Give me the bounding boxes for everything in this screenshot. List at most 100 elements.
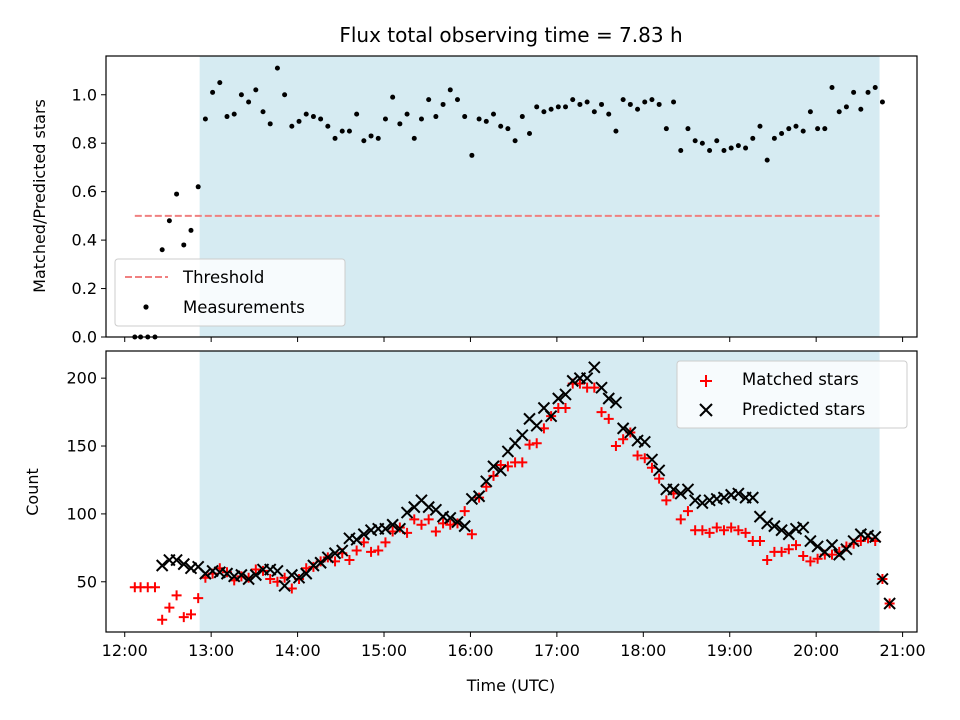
matched-star-point <box>171 590 182 601</box>
predicted-star-point <box>321 551 335 564</box>
x-tick-label: 15:00 <box>361 641 407 660</box>
predicted-star-point <box>681 483 695 496</box>
predicted-star-point <box>155 559 169 572</box>
matched-star-point <box>560 403 571 414</box>
predicted-star-point <box>285 568 299 582</box>
measurement-point <box>296 118 302 124</box>
measurement-point <box>779 131 785 137</box>
measurement-point <box>685 126 691 132</box>
measurement-point <box>865 89 871 95</box>
matched-star-point <box>531 438 542 449</box>
predicted-star-point <box>393 522 407 536</box>
measurement-point <box>757 123 763 129</box>
figure-title: Flux total observing time = 7.83 h <box>339 23 682 47</box>
matched-star-point <box>250 564 261 575</box>
predicted-star-point <box>652 464 666 477</box>
matched-star-point <box>459 506 470 517</box>
measurement-point <box>563 104 569 110</box>
predicted-star-point <box>350 533 363 546</box>
measurement-point <box>217 80 223 86</box>
measurement-point <box>231 111 237 117</box>
measurement-point <box>872 84 878 90</box>
measurement-point <box>692 138 698 144</box>
measurement-point <box>527 131 533 137</box>
measurement-point <box>498 123 504 129</box>
measurement-point <box>274 65 280 71</box>
legend-measurements-swatch <box>143 304 149 310</box>
y-tick-label: 150 <box>66 437 97 456</box>
measurement-point <box>346 128 352 134</box>
measurement-point <box>836 109 842 115</box>
matched-star-point <box>409 514 420 525</box>
matched-star-point <box>495 460 506 471</box>
x-tick-label: 17:00 <box>534 641 580 660</box>
measurement-point <box>584 99 590 105</box>
count-legend: Matched stars Predicted stars <box>676 360 908 429</box>
matched-star-point <box>675 514 686 525</box>
measurement-point <box>361 138 367 144</box>
matched-star-point <box>466 529 477 540</box>
predicted-star-point <box>386 518 399 531</box>
count-panel: 12:00 13:00 14:00 15:00 16:00 17:00 18:00 19:00… <box>23 350 926 695</box>
measurement-point <box>260 109 266 115</box>
measurement-point <box>613 128 619 134</box>
matched-star-point <box>733 525 744 536</box>
measurement-point <box>822 126 828 132</box>
predicted-star-point <box>199 567 212 580</box>
measurement-point <box>404 111 410 117</box>
matched-star-point <box>805 556 816 567</box>
x-tick-label: 12:00 <box>102 641 148 660</box>
predicted-star-point <box>775 523 788 537</box>
predicted-star-point <box>530 419 543 432</box>
x-tick-label: 19:00 <box>707 641 753 660</box>
x-tick-label: 16:00 <box>447 641 493 660</box>
measurement-point <box>671 99 677 105</box>
measurement-point <box>418 116 424 122</box>
ratio-panel: 0.0 0.2 0.4 0.6 0.8 1.0 Matched/Predicted sta… <box>30 55 918 347</box>
predicted-star-point <box>638 435 651 449</box>
count-axis-ticks: 12:00 13:00 14:00 15:00 16:00 17:00 18:00 19:00… <box>66 369 925 660</box>
predicted-star-point <box>732 487 745 500</box>
matched-star-point <box>603 413 614 424</box>
predicted-star-point <box>580 371 594 385</box>
matched-star-point <box>661 495 672 506</box>
measurement-point <box>815 126 821 132</box>
measurement-point <box>476 116 482 122</box>
measurement-point <box>851 89 857 95</box>
legend-predicted-label: Predicted stars <box>742 400 865 419</box>
matched-star-point <box>711 522 722 533</box>
measurement-point <box>282 92 288 98</box>
matched-star-point <box>790 540 801 551</box>
ratio-plot-marks <box>132 65 885 340</box>
matched-star-point <box>596 407 607 418</box>
x-tick-label: 14:00 <box>275 641 321 660</box>
matched-star-point <box>718 525 729 536</box>
measurement-point <box>159 247 165 253</box>
y-tick-label: 50 <box>77 572 97 591</box>
predicted-star-point <box>760 517 774 530</box>
measurement-point <box>253 87 259 93</box>
matched-star-point <box>373 545 384 556</box>
predicted-star-point <box>588 361 601 374</box>
x-tick-label: 20:00 <box>793 641 839 660</box>
matched-star-point <box>697 525 708 536</box>
measurement-point <box>577 101 583 107</box>
predicted-star-point <box>876 572 889 586</box>
measurement-point <box>210 89 216 95</box>
measurement-point <box>224 114 230 120</box>
predicted-star-point <box>717 491 731 504</box>
measurement-point <box>599 101 605 107</box>
measurement-point <box>447 87 453 93</box>
predicted-star-point <box>487 460 500 473</box>
matched-star-point <box>589 382 600 393</box>
measurement-point <box>382 116 388 122</box>
predicted-star-point <box>220 567 234 580</box>
matched-star-point <box>610 441 621 452</box>
predicted-star-point <box>696 496 709 510</box>
measurement-point <box>303 111 309 117</box>
matched-star-point <box>517 457 528 468</box>
measurement-point <box>390 94 396 100</box>
measurement-point <box>368 133 374 139</box>
measurement-point <box>483 118 489 124</box>
